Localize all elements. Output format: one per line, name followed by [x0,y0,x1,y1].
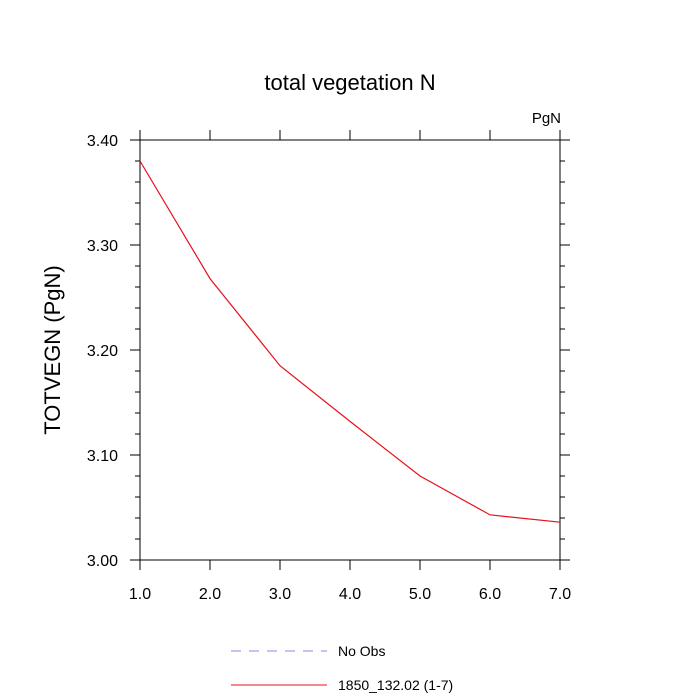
axis-ticks [130,130,570,570]
units-label: PgN [532,110,561,127]
x-tick-label: 1.0 [129,586,151,603]
x-tick-label: 2.0 [199,586,221,603]
y-tick-label: 3.20 [87,343,118,360]
x-tick-label: 7.0 [549,586,571,603]
x-tick-label: 5.0 [409,586,431,603]
y-axis-label: TOTVEGN (PgN) [40,265,65,435]
legend: No Obs 1850_132.02 (1-7) [231,643,453,693]
series-line [139,160,561,523]
x-tick-labels: 1.0 2.0 3.0 4.0 5.0 6.0 7.0 [129,586,571,603]
y-tick-label: 3.10 [87,448,118,465]
y-tick-labels: 3.00 3.10 3.20 3.30 3.40 [87,133,118,570]
legend-label: 1850_132.02 (1-7) [338,677,453,693]
y-tick-label: 3.00 [87,553,118,570]
y-tick-label: 3.30 [87,238,118,255]
series-layer [139,160,561,523]
x-tick-label: 6.0 [479,586,501,603]
y-tick-label: 3.40 [87,133,118,150]
plot-frame [139,139,561,561]
chart-title: total vegetation N [264,70,435,95]
x-tick-label: 3.0 [269,586,291,603]
x-tick-label: 4.0 [339,586,361,603]
legend-label: No Obs [338,643,385,659]
